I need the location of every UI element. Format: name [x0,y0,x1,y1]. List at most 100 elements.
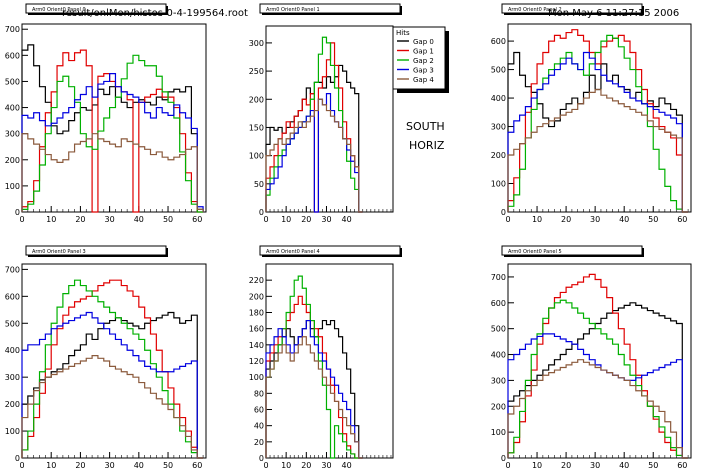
x-tick-label: 20 [75,215,85,224]
x-tick-label: 0 [263,215,268,224]
y-tick-label: 700 [491,273,506,282]
histogram-panel-1: Arm0 Orient0 Panel 1 0 10 20 30 40 0 50 100 150 20… [249,3,402,224]
histogram-panel-4: Arm0 Orient0 Panel 4 0 10 20 30 40 0 20 40 60 80 10… [249,245,402,469]
x-tick-label: 10 [46,215,56,224]
y-tick-label: 100 [491,428,506,437]
x-tick-label: 50 [163,215,173,224]
series-gap-3 [265,319,363,459]
x-tick-label: 40 [342,215,352,224]
series-gap-4 [507,359,689,459]
series-gap-4 [265,98,363,213]
plot-frame [21,263,207,459]
y-tick-label: 400 [5,104,20,113]
series-gap-3 [21,73,204,212]
legend-entry: Gap 2 [413,57,434,65]
series-gap-1 [21,279,204,459]
panel-title-box [501,3,643,14]
y-tick-label: 300 [491,376,506,385]
plot-frame [507,23,692,213]
panel-title: Arm0 Orient0 Panel 4 [266,249,320,255]
y-tick-label: 0 [259,208,264,217]
x-tick-label: 0 [19,461,24,469]
y-tick-label: 50 [254,180,264,189]
panel-title-box [25,245,167,256]
y-tick-label: 300 [249,39,264,48]
legend-entry: Gap 1 [413,48,434,56]
x-tick-label: 0 [505,215,510,224]
y-tick-label: 300 [491,123,506,132]
y-tick-label: 200 [5,400,20,409]
x-tick-label: 50 [648,215,658,224]
series-gap-2 [265,275,363,459]
y-tick-label: 150 [249,123,264,132]
series-gap-3 [507,51,689,213]
panel-title: Arm0 Orient0 Panel 3 [32,249,86,255]
y-tick-label: 600 [491,299,506,308]
y-tick-label: 400 [491,351,506,360]
x-tick-label: 30 [590,461,600,469]
x-tick-label: 50 [163,461,173,469]
y-tick-label: 700 [5,265,20,274]
x-tick-label: 20 [561,215,571,224]
series-gap-1 [507,273,689,459]
x-tick-label: 0 [263,461,268,469]
y-tick-label: 600 [5,292,20,301]
y-tick-label: 300 [5,373,20,382]
x-tick-label: 10 [46,461,56,469]
plot-frame [265,263,394,459]
y-tick-label: 100 [5,427,20,436]
y-tick-label: 100 [491,180,506,189]
x-tick-label: 60 [192,215,202,224]
panel-title-box [259,3,401,14]
y-tick-label: 20 [254,438,264,447]
x-tick-label: 30 [105,461,115,469]
x-tick-label: 40 [134,215,144,224]
panel-title: Arm0 Orient0 Panel 1 [266,7,320,13]
y-tick-label: 700 [5,25,20,34]
y-tick-label: 220 [249,276,264,285]
series-gap-4 [21,355,204,459]
panel-title-box [25,3,167,14]
y-tick-label: 500 [491,325,506,334]
x-tick-label: 10 [281,215,291,224]
datetime-label: Mon May 6 11:27:15 2006 [548,8,680,19]
histogram-panel-3: Arm0 Orient0 Panel 30 10 20 30 40 50 600100200… [5,245,207,469]
x-tick-label: 60 [192,461,202,469]
y-tick-label: 60 [254,406,264,415]
legend-entry: Gap 0 [413,38,434,46]
y-tick-label: 100 [249,152,264,161]
file-path-label: result/onlMon/histos-0-4-199564.root [62,8,248,19]
series-gap-2 [507,34,689,213]
y-tick-label: 80 [254,389,264,398]
y-tick-label: 0 [15,208,20,217]
y-tick-label: 200 [491,402,506,411]
series-gap-4 [265,336,363,459]
x-tick-label: 20 [75,461,85,469]
x-tick-label: 60 [677,461,687,469]
y-tick-label: 400 [491,94,506,103]
y-tick-label: 200 [491,151,506,160]
y-tick-label: 200 [249,292,264,301]
x-tick-label: 10 [281,461,291,469]
histogram-panel-5: Arm0 Orient0 Panel 50 10 20 30 40 50 600100200… [491,245,692,469]
y-tick-label: 200 [5,156,20,165]
series-gap-3 [21,311,204,459]
x-tick-label: 30 [590,215,600,224]
histogram-panel-0: Arm0 Orient0 Panel 00 10 20 30 40 50 600100200… [5,3,207,224]
y-tick-label: 0 [15,454,20,463]
x-tick-label: 0 [505,461,510,469]
series-gap-2 [507,299,689,459]
y-tick-label: 100 [249,373,264,382]
histogram-panel-2: Arm0 Orient0 Panel 20 10 20 30 40 50 600100200… [491,3,692,224]
y-tick-label: 600 [5,51,20,60]
plot-frame [265,25,394,213]
x-tick-label: 10 [532,215,542,224]
y-tick-label: 140 [249,341,264,350]
y-tick-label: 0 [501,208,506,217]
x-tick-label: 20 [561,461,571,469]
series-gap-2 [21,54,204,213]
panel-title-box [501,245,643,256]
panel-title: Arm0 Orient0 Panel 5 [508,249,562,255]
